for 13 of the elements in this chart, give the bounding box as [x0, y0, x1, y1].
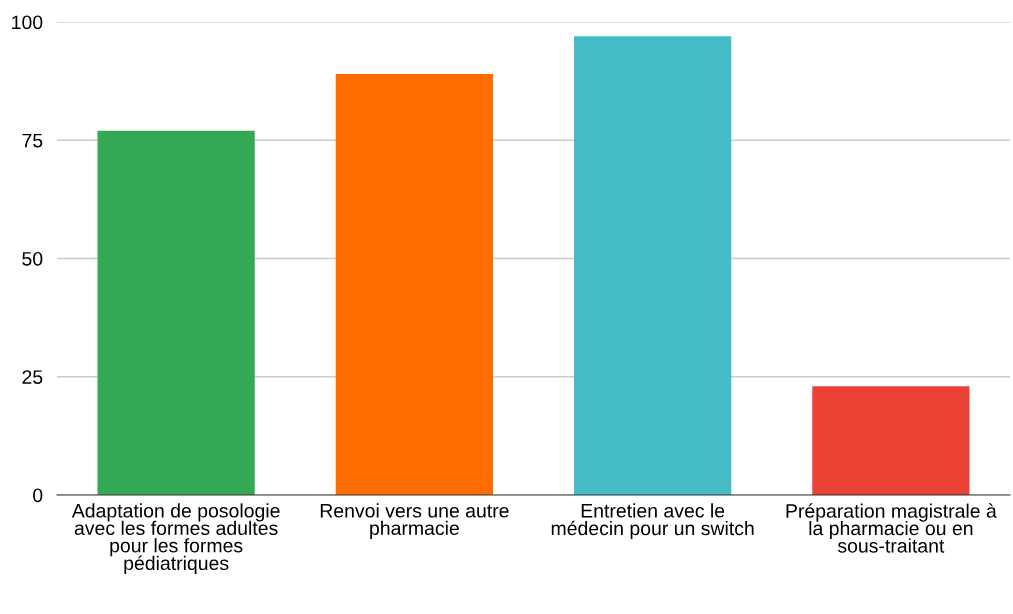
x-tick-label: Préparation magistrale à la pharmacie ou en sous-traitant	[786, 503, 997, 553]
y-tick-label: 75	[22, 133, 43, 148]
bar	[335, 74, 493, 495]
bar	[574, 36, 732, 495]
x-tick-label: Entretien avec le médecin pour un switch	[551, 503, 754, 540]
bar	[812, 386, 970, 495]
y-tick-label: 100	[12, 15, 43, 30]
x-tick-label: Renvoi vers une autre pharmacie	[320, 503, 509, 539]
y-tick-label: 50	[22, 251, 43, 266]
y-tick-label: 25	[22, 370, 43, 384]
y-tick-label: 0	[33, 488, 43, 503]
bar	[97, 130, 255, 495]
x-tick-label: Adaptation de posologie avec les formes adultes pour les formes pédiatriques	[71, 503, 280, 574]
